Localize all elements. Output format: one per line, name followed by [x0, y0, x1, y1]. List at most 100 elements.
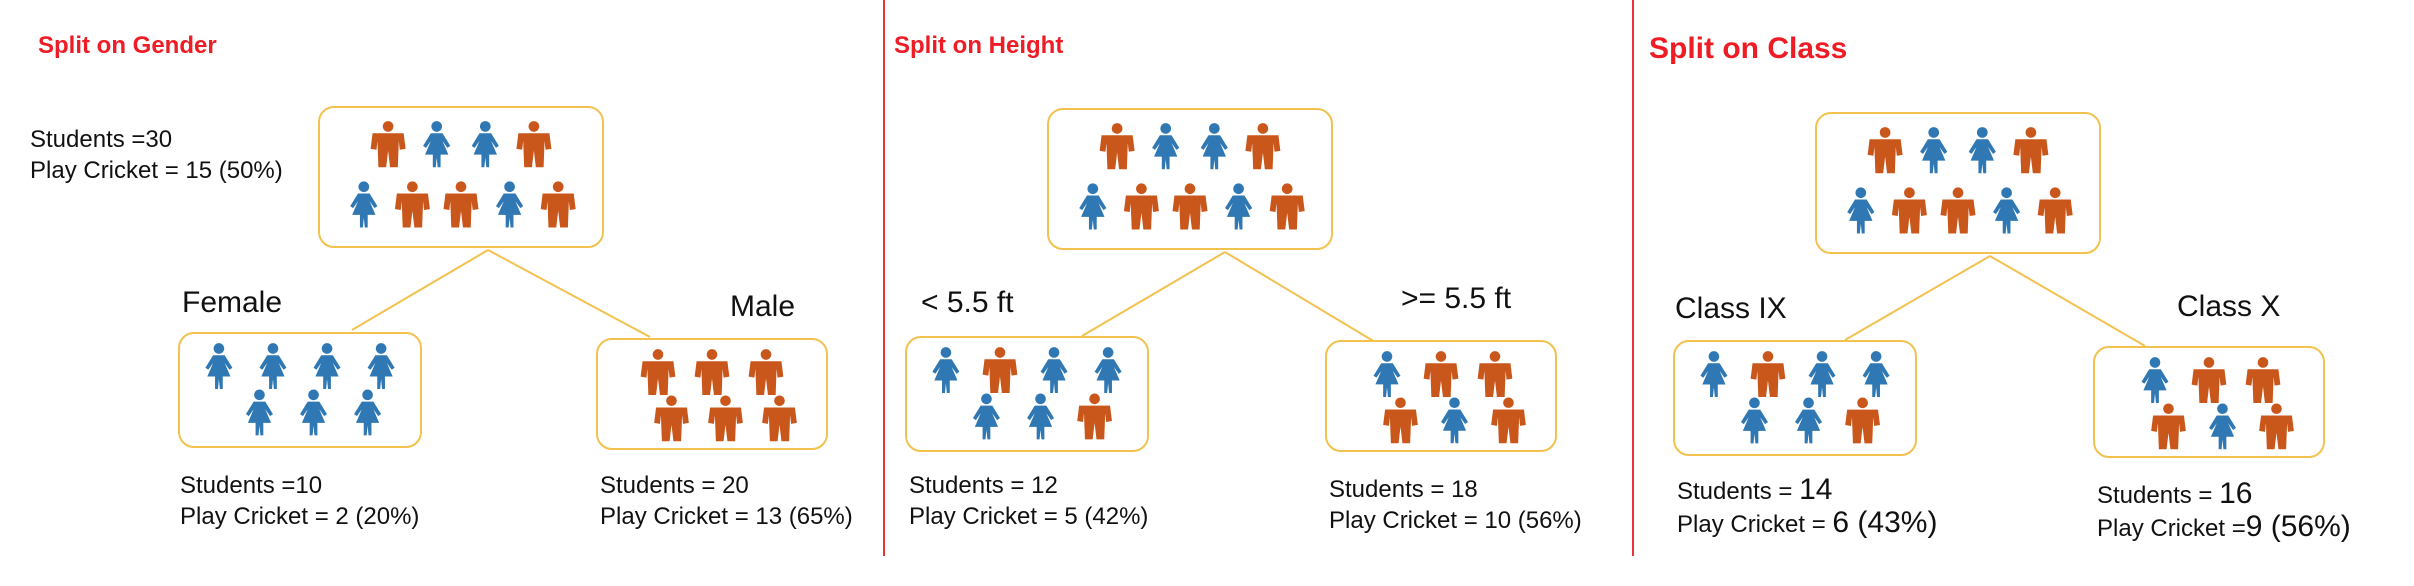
male-play-cricket: Play Cricket = 13 (65%) [600, 503, 853, 530]
female-stats: Students =10 Play Cricket = 2 (20%) [180, 470, 419, 532]
male-student-icon [1423, 351, 1459, 397]
male-student-icon [1867, 127, 1903, 174]
female-student-icon [1795, 397, 1823, 444]
female-student-icon [300, 389, 328, 436]
female-student-icon [354, 389, 382, 436]
male-students: Students = 20 [600, 472, 749, 499]
root-students: Students =30 [30, 126, 173, 153]
female-student-icon [1040, 347, 1068, 394]
male-student-icon [1940, 187, 1976, 234]
male-student-icon [394, 181, 430, 228]
panel-divider [883, 0, 885, 556]
male-student-icon [2191, 357, 2227, 403]
male-student-icon [2013, 127, 2049, 174]
male-student-icons [640, 349, 797, 442]
branch-label-short: < 5.5 ft [921, 286, 1014, 319]
tree-connectors [351, 249, 651, 338]
female-student-icon [1808, 351, 1836, 398]
male-student-icon [2259, 403, 2294, 450]
branch-label-male: Male [730, 290, 796, 323]
female-student-icon [1920, 127, 1948, 174]
tall-student-icons [1373, 351, 1526, 444]
class-ix-students-value: 14 [1799, 473, 1833, 506]
male-student-icon [708, 395, 743, 442]
female-student-icon [972, 393, 1000, 440]
gender-split-panel: Split on Gender Students =30 Play Cricke… [0, 0, 885, 586]
root-stats: Students =30 Play Cricket = 15 (50%) [30, 124, 283, 186]
tall-play-cricket: Play Cricket = 10 (56%) [1329, 507, 1582, 534]
male-student-icon [654, 395, 689, 442]
female-student-icon [471, 121, 499, 168]
male-student-icon [1172, 183, 1208, 230]
male-student-icon [748, 349, 784, 395]
female-student-icon [1373, 351, 1401, 397]
class-x-student-icons [2141, 357, 2294, 450]
female-student-icon [2209, 403, 2236, 450]
class-x-students-value: 16 [2219, 477, 2253, 510]
male-student-icon [1845, 397, 1880, 444]
female-student-icon [1079, 183, 1107, 230]
female-student-icon [367, 343, 395, 390]
male-student-icon [640, 349, 676, 395]
female-node [178, 332, 422, 448]
root-student-icons [350, 121, 576, 228]
tall-students: Students = 18 [1329, 476, 1478, 503]
male-stats: Students = 20 Play Cricket = 13 (65%) [600, 470, 853, 532]
connector-left [1844, 255, 1991, 341]
tree-connectors [1844, 255, 2146, 347]
class-ix-stats: Students = 14 Play Cricket = 6 (43%) [1677, 474, 1937, 540]
tree-connectors [1081, 251, 1376, 343]
male-student-icon [1383, 397, 1418, 444]
branch-label-female: Female [182, 286, 283, 319]
female-student-icon [205, 343, 233, 390]
class-ix-cricket-value: 6 (43%) [1832, 506, 1938, 539]
female-student-icon [1152, 123, 1180, 170]
male-student-icon [1245, 123, 1281, 170]
female-play-cricket: Play Cricket = 2 (20%) [180, 503, 420, 530]
male-student-icon [1269, 183, 1305, 230]
short-node [905, 336, 1149, 452]
female-students: Students =10 [180, 472, 323, 499]
male-student-icon [982, 347, 1018, 394]
female-student-icon [1094, 347, 1122, 394]
male-student-icon [1099, 123, 1135, 170]
short-students-value: 12 [1031, 472, 1058, 499]
female-student-icon [495, 181, 524, 228]
female-student-icon [1700, 351, 1728, 398]
connector-left [351, 249, 489, 331]
class-ix-node [1673, 340, 1917, 456]
male-student-icon [540, 181, 576, 228]
female-student-icon [1200, 123, 1228, 170]
root-node [1815, 112, 2101, 254]
female-student-icon [1992, 187, 2021, 234]
tall-node [1325, 340, 1557, 452]
female-student-icon [313, 343, 341, 390]
class-x-stats: Students = 16 Play Cricket =9 (56%) [2097, 478, 2351, 544]
male-student-icon [1491, 397, 1526, 444]
female-student-icon [2141, 357, 2169, 403]
male-student-icon [2037, 187, 2073, 234]
tall-stats: Students = 18 Play Cricket = 10 (56%) [1329, 474, 1582, 536]
root-node [1047, 108, 1333, 250]
class-ix-students: Students = 14 [1677, 473, 1833, 506]
female-student-icon [1968, 127, 1996, 174]
panel-title: Split on Height [894, 32, 1064, 59]
branch-label-class-x: Class X [2177, 290, 2281, 323]
female-student-icon [1847, 187, 1875, 234]
class-x-students: Students = 16 [2097, 477, 2253, 510]
connector-right [1989, 255, 2146, 347]
class-split-panel: Split on Class Class IX Class X Students… [1635, 0, 2414, 586]
female-student-icon [350, 181, 378, 228]
female-student-icon [259, 343, 287, 390]
root-node [318, 106, 604, 248]
class-x-cricket-value: 9 (56%) [2245, 510, 2351, 543]
female-student-icon [1740, 397, 1768, 444]
male-student-icon [1750, 351, 1786, 398]
connector-left [1081, 251, 1226, 337]
male-student-icon [516, 121, 552, 168]
female-student-icon [1027, 393, 1055, 440]
female-student-icon [1441, 397, 1468, 444]
female-student-icons [205, 343, 395, 436]
short-students: Students = 12 [909, 472, 1058, 499]
class-ix-student-icons [1700, 351, 1890, 444]
